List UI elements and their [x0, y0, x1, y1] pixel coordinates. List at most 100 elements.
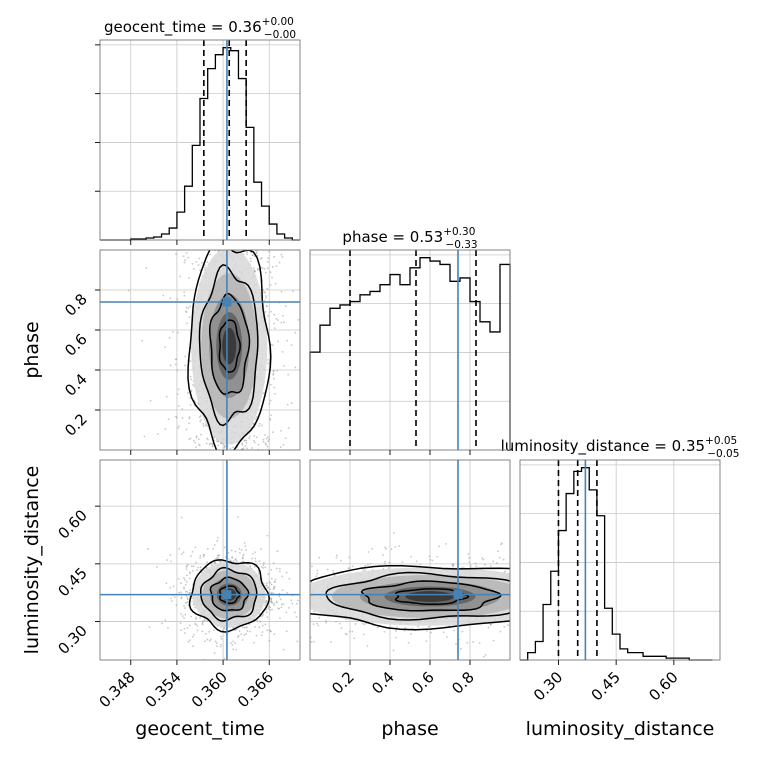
sample-point	[540, 597, 542, 599]
sample-point	[188, 618, 190, 620]
sample-point	[193, 633, 195, 636]
sample-point	[216, 642, 218, 644]
sample-point	[522, 594, 524, 596]
sample-point	[641, 609, 643, 611]
sample-point	[335, 620, 337, 623]
sample-point	[626, 608, 628, 610]
sample-point	[180, 516, 183, 519]
sample-point	[253, 565, 256, 568]
sample-point	[185, 580, 188, 583]
sample-point	[206, 437, 209, 440]
sample-point	[271, 265, 274, 268]
sample-point	[232, 640, 235, 643]
sample-point	[335, 556, 338, 559]
sample-point	[180, 597, 183, 600]
sample-point	[143, 435, 146, 438]
sample-point	[363, 623, 366, 626]
sample-point	[182, 551, 185, 554]
sample-point	[189, 305, 191, 308]
sample-point	[283, 321, 285, 324]
sample-point	[525, 601, 527, 603]
sample-point	[425, 640, 428, 643]
sample-point	[185, 306, 188, 309]
xtick-label-phase: 0.6	[408, 668, 438, 698]
sample-point	[266, 267, 269, 270]
sample-point	[589, 597, 591, 599]
sample-point	[207, 438, 209, 441]
sample-point	[528, 609, 530, 611]
sample-point	[291, 589, 293, 591]
sample-point	[180, 629, 182, 632]
sample-point	[245, 439, 248, 442]
sample-point	[459, 647, 462, 650]
sample-point	[531, 573, 533, 575]
sample-point	[525, 587, 527, 589]
sample-point	[533, 574, 535, 576]
sample-point	[156, 566, 158, 568]
sample-point	[262, 438, 265, 441]
sample-point	[307, 588, 309, 590]
sample-point	[503, 625, 506, 628]
sample-point	[572, 600, 574, 602]
sample-point	[268, 250, 271, 253]
sample-point	[265, 584, 268, 587]
density-phase_vs_geocent_time	[100, 250, 300, 450]
sample-point	[249, 251, 252, 254]
sample-point	[533, 590, 535, 592]
sample-point	[195, 618, 198, 620]
sample-point	[427, 625, 430, 628]
sample-point	[277, 340, 279, 343]
sample-point	[474, 562, 477, 565]
sample-point	[530, 602, 532, 604]
xtick-label-luminosity_distance: 0.30	[530, 668, 566, 704]
sample-point	[282, 602, 285, 605]
sample-point	[401, 561, 404, 563]
sample-point	[204, 424, 207, 426]
sample-point	[268, 438, 270, 441]
sample-point	[230, 549, 233, 552]
sample-point	[241, 442, 244, 445]
sample-point	[234, 558, 237, 561]
sample-point	[599, 581, 601, 583]
sample-point	[188, 571, 191, 574]
sample-point	[540, 586, 542, 588]
sample-point	[527, 603, 529, 605]
sample-point	[286, 605, 288, 607]
sample-point	[255, 416, 258, 418]
sample-point	[569, 604, 571, 606]
xlabel-luminosity_distance: luminosity_distance	[526, 718, 715, 740]
sample-point	[255, 252, 258, 255]
panel-frame-0-0	[99, 39, 301, 241]
sample-point	[213, 544, 216, 546]
sample-point	[270, 568, 273, 571]
sample-point	[316, 622, 319, 625]
sample-point	[269, 419, 272, 421]
sample-point	[232, 560, 235, 562]
sample-point	[260, 566, 263, 568]
sample-point	[179, 622, 182, 625]
sample-point	[175, 604, 178, 606]
sample-point	[195, 260, 198, 263]
sample-point	[185, 565, 188, 567]
sample-point	[288, 589, 290, 591]
sample-point	[297, 318, 300, 321]
sample-point	[351, 630, 354, 633]
sample-point	[539, 588, 541, 590]
sample-point	[256, 254, 259, 257]
sample-point	[335, 554, 338, 557]
sample-point	[201, 623, 204, 626]
xlabel-phase: phase	[381, 718, 438, 740]
sample-point	[291, 602, 294, 605]
sample-point	[186, 601, 189, 604]
sample-point	[265, 304, 268, 307]
sample-point	[264, 271, 267, 274]
sample-point	[708, 629, 710, 631]
sample-point	[172, 585, 175, 588]
sample-point	[478, 642, 481, 644]
sample-point	[274, 282, 277, 285]
sample-point	[231, 643, 234, 646]
sample-point	[268, 591, 270, 594]
sample-point	[290, 344, 293, 347]
sample-point	[198, 257, 201, 260]
sample-point	[198, 443, 200, 446]
